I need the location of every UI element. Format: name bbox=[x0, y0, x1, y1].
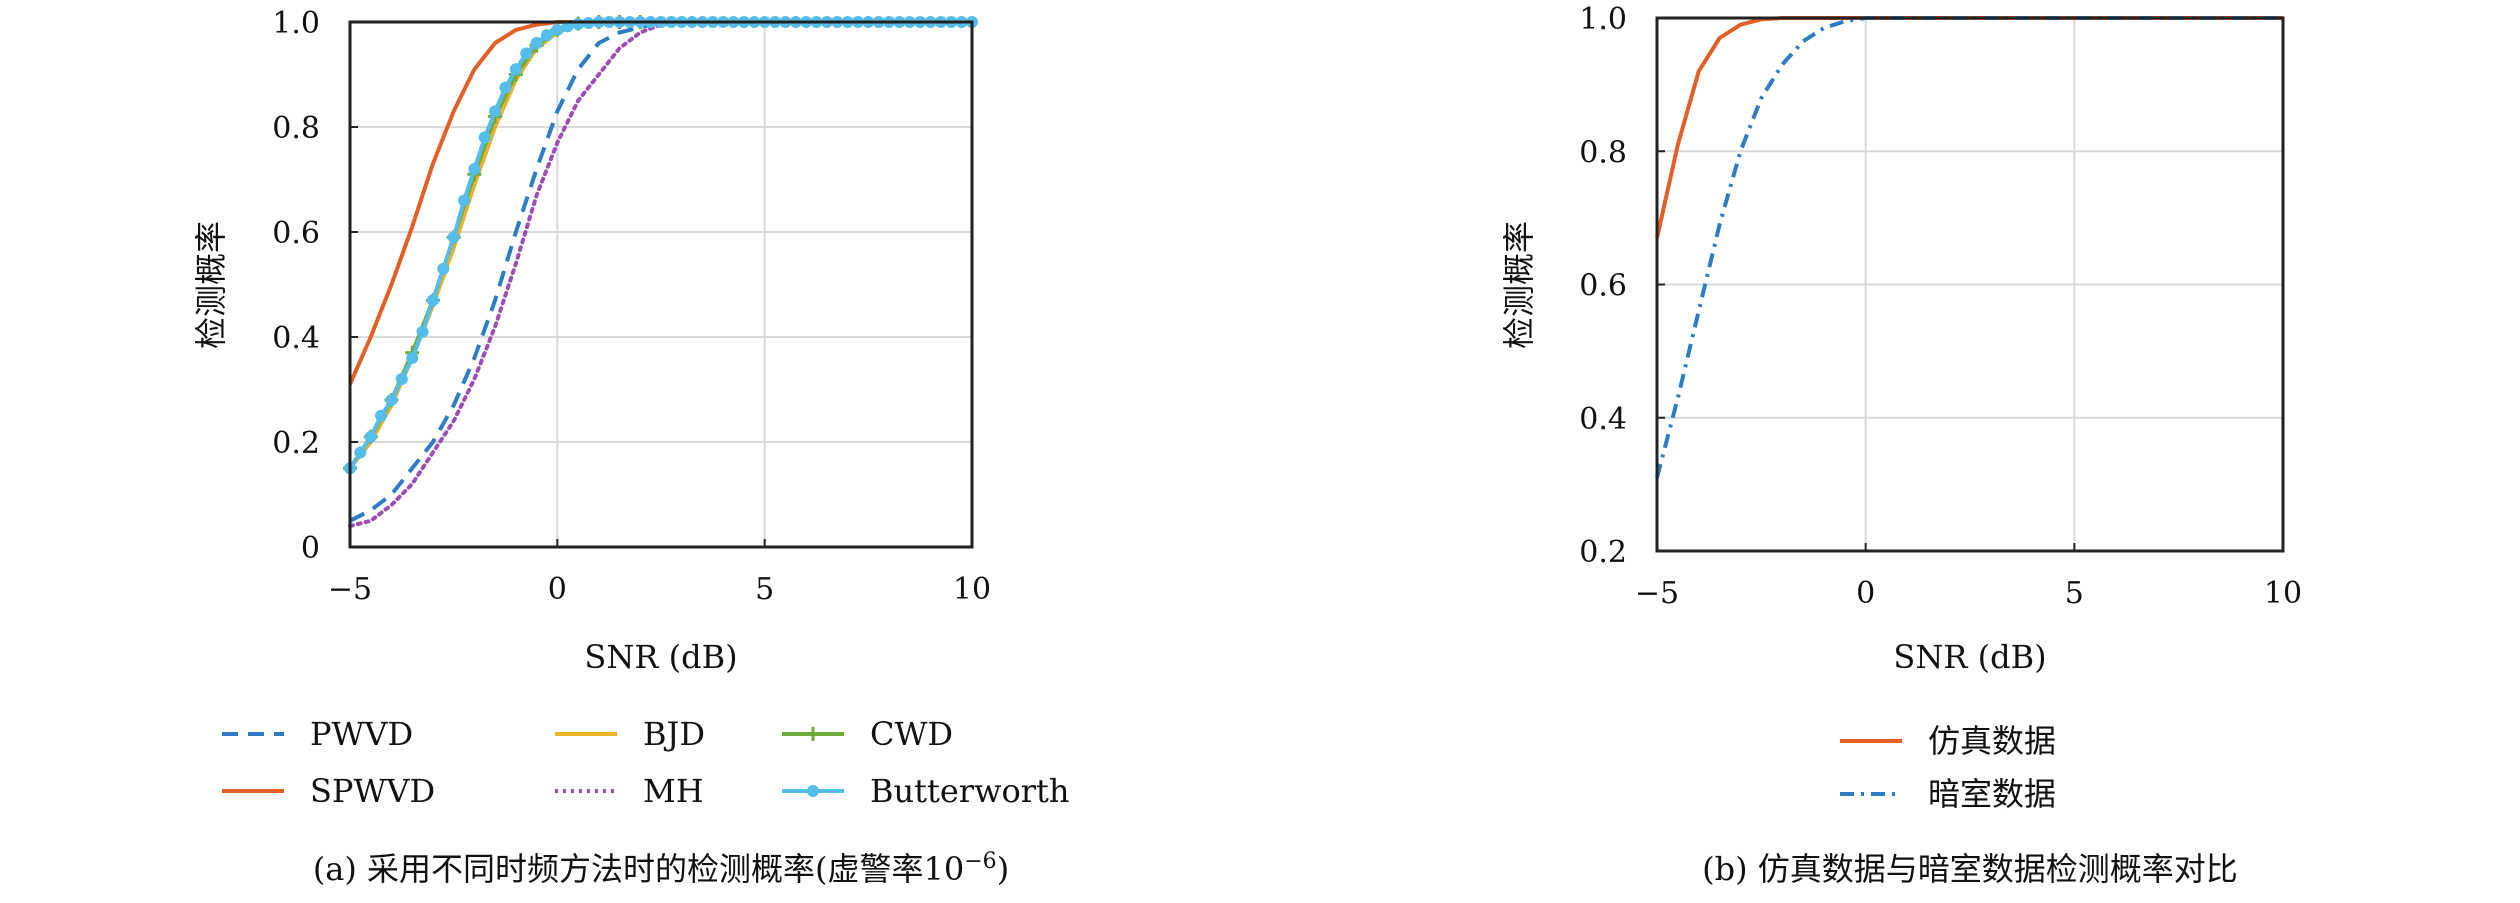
y-tick-label: 0.6 bbox=[1579, 269, 1627, 304]
data-point bbox=[354, 446, 367, 459]
x-tick-label: 10 bbox=[953, 572, 991, 607]
legend-label: MH bbox=[643, 772, 704, 810]
series-Butterworth bbox=[344, 16, 978, 475]
data-point bbox=[551, 23, 564, 36]
data-point bbox=[572, 18, 585, 31]
data-point bbox=[478, 131, 491, 144]
data-point bbox=[458, 194, 471, 207]
y-axis-label: 检测概率 bbox=[192, 221, 230, 349]
legend-label: SPWVD bbox=[310, 772, 435, 810]
plot-area bbox=[350, 22, 972, 547]
y-tick-label: 0.2 bbox=[1579, 535, 1627, 570]
y-axis-label: 检测概率 bbox=[1500, 221, 1538, 349]
data-point bbox=[499, 81, 512, 94]
data-point bbox=[468, 163, 481, 175]
x-tick-label: 5 bbox=[755, 572, 774, 607]
y-tick-label: 0.2 bbox=[272, 426, 320, 461]
legend: PWVD BJD CWD SPWVD MH Butterworth bbox=[222, 715, 1070, 810]
data-point bbox=[437, 262, 450, 275]
data-point bbox=[364, 430, 377, 443]
data-point bbox=[385, 394, 398, 406]
legend-label: PWVD bbox=[310, 715, 413, 753]
legend-item: 仿真数据 bbox=[1840, 722, 2056, 760]
legend-item: 暗室数据 bbox=[1840, 775, 2056, 813]
legend-item: BJD bbox=[555, 715, 705, 753]
data-point bbox=[540, 29, 553, 42]
y-tick-label: 0.8 bbox=[272, 111, 320, 146]
x-axis-label: SNR (dB) bbox=[1893, 638, 2046, 676]
plot-frame bbox=[1655, 16, 2285, 553]
caption: (a) 采用不同时频方法时的检测概率(虚警率10−6) bbox=[313, 849, 1009, 888]
legend-marker bbox=[806, 727, 820, 741]
x-tick-label: −5 bbox=[328, 572, 372, 607]
caption-text-end: ) bbox=[997, 850, 1009, 888]
legend-label: 仿真数据 bbox=[1928, 722, 2056, 760]
caption-superscript: −6 bbox=[964, 849, 996, 874]
caption: (b) 仿真数据与暗室数据检测概率对比 bbox=[1702, 850, 2238, 888]
x-tick-label: 0 bbox=[548, 572, 567, 607]
chart-b: −5 0 5 10 0.2 0.4 0.6 0.8 1.0 检测概率 SNR (dB) 仿真数据暗室数… bbox=[1500, 2, 2302, 888]
x-tick-label: 5 bbox=[2065, 576, 2084, 611]
legend-item: MH bbox=[555, 772, 704, 810]
data-point bbox=[520, 47, 533, 60]
data-point bbox=[426, 294, 439, 307]
data-point bbox=[509, 63, 522, 76]
grid bbox=[1657, 18, 2283, 551]
legend-item: PWVD bbox=[222, 715, 413, 753]
legend-label: Butterworth bbox=[870, 772, 1070, 810]
legend-label: CWD bbox=[870, 715, 953, 753]
data-point bbox=[489, 105, 502, 118]
x-tick-label: 10 bbox=[2264, 576, 2302, 611]
x-tick-label: −5 bbox=[1635, 576, 1679, 611]
plot-frame bbox=[348, 20, 974, 549]
y-tick-label: 0.8 bbox=[1579, 135, 1627, 170]
caption-text: (a) 采用不同时频方法时的检测概率(虚警率10 bbox=[313, 850, 964, 888]
caption-text: (b) 仿真数据与暗室数据检测概率对比 bbox=[1702, 850, 2238, 888]
y-tick-label: 1.0 bbox=[1579, 2, 1627, 37]
data-point bbox=[416, 325, 429, 338]
legend-label: 暗室数据 bbox=[1928, 775, 2056, 813]
data-point bbox=[530, 37, 543, 49]
y-tick-label: 0.6 bbox=[272, 216, 320, 251]
y-tick-label: 0 bbox=[301, 531, 320, 566]
data-point bbox=[395, 373, 408, 385]
legend-label: BJD bbox=[643, 715, 705, 753]
y-tick-label: 0.4 bbox=[272, 321, 320, 356]
legend-item: CWD bbox=[782, 715, 953, 753]
legend-item: Butterworth bbox=[782, 772, 1070, 810]
data-point bbox=[447, 231, 460, 244]
data-point bbox=[406, 352, 419, 364]
x-axis-label: SNR (dB) bbox=[584, 638, 737, 676]
y-tick-label: 1.0 bbox=[272, 6, 320, 41]
legend-marker bbox=[807, 785, 819, 797]
data-point bbox=[375, 409, 388, 422]
x-tick-label: 0 bbox=[1856, 576, 1875, 611]
legend-item: SPWVD bbox=[222, 772, 435, 810]
y-tick-label: 0.4 bbox=[1579, 402, 1627, 437]
